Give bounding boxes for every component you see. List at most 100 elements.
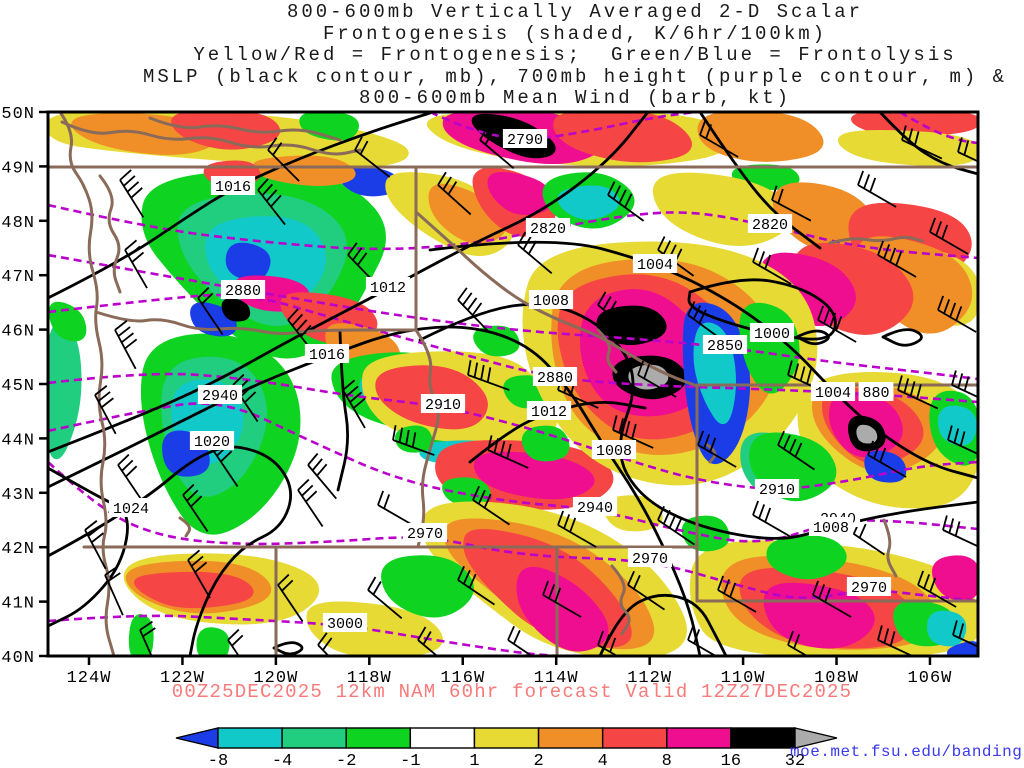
height-contour — [48, 372, 978, 490]
contour-label: 2820 — [530, 221, 566, 238]
wind-barb — [117, 453, 144, 502]
lon-label: 122W — [160, 669, 205, 688]
state-border — [882, 518, 898, 578]
contour-label: 2970 — [632, 551, 668, 568]
contour-label: 2820 — [752, 217, 788, 234]
height-contour — [48, 402, 978, 543]
contour-label: 1012 — [531, 404, 567, 421]
forecast-caption: 00Z25DEC2025 12km NAM 60hr forecast Vali… — [171, 681, 853, 703]
wind-barb — [104, 565, 124, 616]
frontogenesis-shading — [225, 242, 271, 281]
contour-label: 2910 — [425, 397, 461, 414]
wind-barb — [197, 286, 224, 335]
colorbar-tick-label: -2 — [336, 752, 356, 768]
frontogenesis-shading — [48, 301, 87, 342]
contour-label: 2880 — [537, 370, 573, 387]
frontogenesis-shading — [299, 112, 359, 141]
colorbar-segment — [409, 727, 476, 749]
colorbar-segment — [281, 727, 347, 749]
chart-title: 800-600mb Vertically Averaged 2-D Scalar… — [75, 1, 1024, 110]
lat-label: 43N — [1, 486, 35, 505]
state-border — [828, 235, 924, 245]
colorbar-segment — [730, 727, 796, 749]
height-contour — [899, 112, 978, 145]
contour-label-box — [402, 523, 448, 542]
contour-label: 2940 — [202, 388, 238, 405]
frontogenesis-shading — [521, 425, 570, 462]
wind-barb — [857, 170, 897, 208]
frontogenesis-shading — [766, 535, 847, 580]
colorbar-tick-label: -1 — [400, 752, 420, 768]
wind-barb — [777, 430, 815, 471]
contour-label-box — [749, 323, 795, 342]
wind-barb — [612, 415, 654, 449]
colorbar-segment — [666, 727, 732, 749]
contour-label-box — [526, 401, 572, 420]
lon-label: 108W — [814, 669, 859, 688]
title-line-1: 800-600mb Vertically Averaged 2-D Scalar — [286, 1, 864, 23]
wind-barb — [517, 231, 553, 274]
wind-barb — [771, 185, 812, 222]
watermark-link[interactable]: moe.met.fsu.edu/banding — [790, 743, 1023, 761]
title-line-4: MSLP (black contour, mb), 700mb height (… — [142, 65, 1008, 88]
lat-label: 49N — [1, 159, 35, 178]
colorbar-segment — [601, 727, 668, 749]
lon-label: 116W — [440, 669, 485, 688]
contour-label: 2970 — [851, 580, 887, 597]
wind-barb — [94, 385, 117, 435]
contour-label-box — [532, 367, 578, 386]
wind-barb — [457, 287, 490, 333]
lat-label: 40N — [1, 649, 35, 668]
colorbar-segment — [217, 727, 283, 749]
wind-barb — [637, 360, 677, 398]
contour-label-box — [747, 214, 793, 233]
contour-label: 2910 — [759, 482, 795, 499]
contour-label: 2970 — [407, 526, 443, 543]
contour-label: 1008 — [533, 293, 569, 310]
wind-barb — [901, 125, 943, 160]
state-border — [610, 564, 631, 636]
contour-label: 1004 — [637, 257, 673, 274]
wind-barb — [952, 620, 978, 648]
wind-barb — [467, 360, 510, 391]
contour-label: 880 — [862, 385, 889, 402]
contour-label-box — [632, 254, 678, 273]
wind-barb — [317, 632, 333, 656]
contour-label-box — [525, 218, 571, 237]
mslp-contour — [48, 325, 702, 656]
state-border — [178, 516, 192, 538]
height-contour — [48, 461, 978, 603]
contour-label: 3000 — [327, 616, 363, 633]
frontogenesis-shading — [697, 112, 824, 162]
wind-barb — [277, 573, 304, 622]
frontogenesis-shading — [474, 451, 595, 500]
contour-label-box — [322, 613, 368, 632]
wind-barb — [297, 478, 324, 527]
frontogenesis-shading — [927, 610, 967, 647]
wind-barb — [479, 126, 515, 169]
contour-label-box — [810, 382, 856, 401]
wind-barb — [867, 440, 907, 478]
contour-label: 2790 — [507, 132, 543, 149]
wind-barb — [367, 576, 403, 619]
wind-barb — [307, 452, 337, 500]
contour-label: 1020 — [194, 434, 230, 451]
lat-label: 48N — [1, 214, 35, 233]
frontogenesis-shading — [856, 424, 878, 444]
contour-label-box — [808, 517, 854, 536]
lon-label: 112W — [627, 669, 672, 688]
wind-barb — [392, 425, 435, 456]
wind-barb — [267, 137, 300, 182]
contour-label-box — [304, 344, 350, 363]
contour-label-box — [754, 479, 800, 498]
wind-barb — [119, 169, 145, 218]
lat-label: 42N — [1, 540, 35, 559]
contour-label: 1024 — [113, 501, 149, 518]
height-contour — [429, 112, 696, 140]
colorbar-segment — [473, 727, 540, 749]
wind-barb — [687, 625, 718, 656]
frontogenesis-shading — [938, 405, 977, 446]
wind-barb — [124, 239, 148, 289]
state-border — [414, 210, 699, 388]
